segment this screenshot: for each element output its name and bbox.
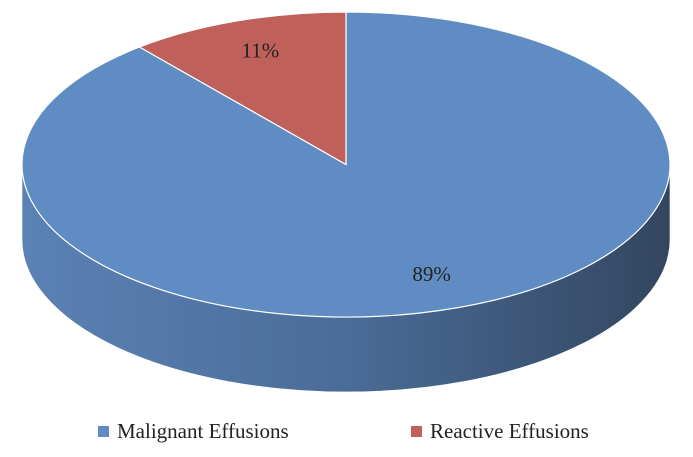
legend-label: Reactive Effusions [430, 419, 589, 443]
data-label: 11% [242, 38, 280, 62]
pie-slice [138, 11, 347, 166]
data-label: 89% [412, 262, 451, 286]
plot-area: 89% 11% [21, 11, 671, 393]
legend: Malignant Effusions Reactive Effusions [98, 419, 589, 443]
legend-swatch [98, 426, 109, 437]
legend-label: Malignant Effusions [117, 419, 289, 443]
legend-swatch [411, 426, 422, 437]
